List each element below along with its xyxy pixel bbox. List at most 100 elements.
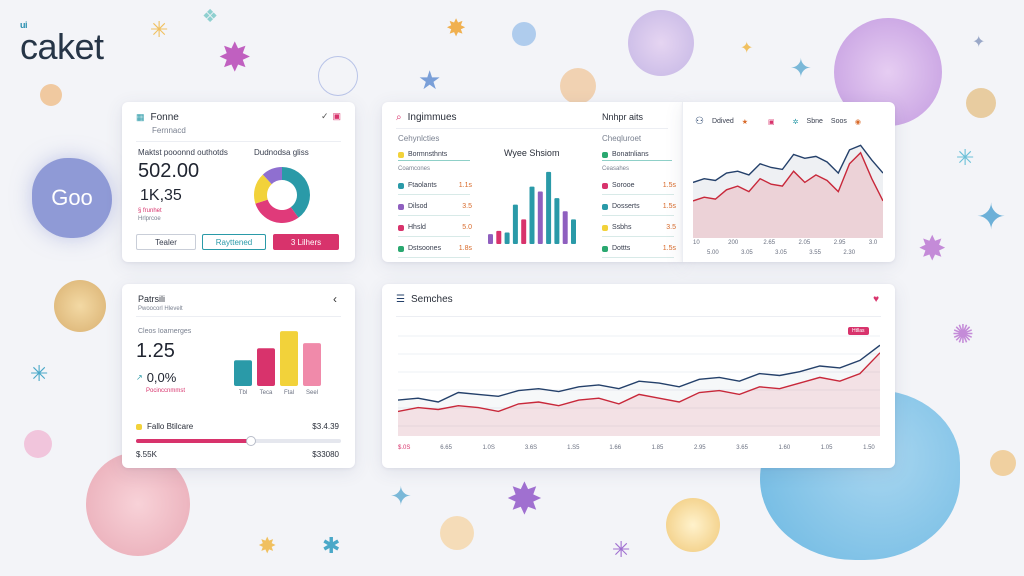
x-axis-label: 2.65 (763, 240, 776, 246)
x-axis-label: 1.S5 (567, 445, 580, 451)
patrali-note: Pocinccnmmst (146, 388, 186, 394)
grid-icon: ▦ (136, 112, 145, 122)
lilhers-button[interactable]: 3 Lilhers (273, 234, 339, 250)
left-list-row-label: Ftaolants (408, 182, 437, 189)
x-axis-label: 2.30 (843, 250, 856, 256)
bar-label: Tbl (238, 390, 248, 396)
fonne-subtitle: Fernnacd (152, 126, 186, 135)
left-list-row-label: Hhsld (408, 224, 426, 231)
area-fill-red (693, 152, 883, 238)
fonne-title: Fonne (150, 112, 179, 123)
x-axis-label: 3.05 (741, 250, 753, 256)
slider-thumb[interactable] (245, 436, 256, 446)
right-list-row-label: Dosserts (612, 203, 640, 210)
right-list-row[interactable]: Ssbhs 3.5 (602, 224, 676, 231)
donut-slice-pink (255, 199, 299, 223)
right-list-row[interactable]: Sorooe 1.5s (602, 182, 676, 189)
legend-dot (398, 182, 404, 189)
rayttened-button[interactable]: Rayttened (202, 234, 266, 250)
trend-tab-2[interactable]: Sbne (806, 118, 823, 125)
list-sub-left: Coamcones (398, 166, 431, 172)
back-chevron-icon[interactable]: ‹ (333, 292, 337, 306)
services-card: ☰ Semches ♥ Htllas $.0S 6.65 1.0S 3.6S 1.S5 1… (382, 284, 895, 468)
left-list-row-value: 5.0 (462, 224, 472, 231)
people-icon[interactable]: ⚇ (695, 116, 704, 127)
x-axis-label: 1.66 (609, 445, 622, 451)
x-axis-label: 200 (728, 240, 739, 246)
heart-icon[interactable]: ♥ (873, 294, 879, 305)
refresh-icon[interactable]: ◉ (854, 118, 861, 126)
bar-chart-title: Wyee Shsiom (504, 148, 560, 158)
decor-star-icon: ❖ (202, 6, 219, 27)
decor-star-icon: ✸ (258, 534, 277, 559)
x-axis-label: 1.60 (778, 445, 791, 451)
patrali-bar-chart (234, 331, 321, 386)
services-badge: Htllas (848, 327, 869, 335)
legend-dot (602, 182, 608, 189)
insights-bar (537, 191, 543, 244)
slider-label: Fallo Btilcare (147, 422, 194, 431)
legend-dot (398, 224, 404, 231)
decor-star-icon: ✺ (952, 320, 974, 350)
left-list-row[interactable]: Dstsoones 1.8s (398, 245, 472, 252)
menu-icon[interactable]: ☰ (396, 294, 405, 305)
right-list-row-label: Ssbhs (612, 224, 632, 231)
budget-slider[interactable] (136, 436, 341, 446)
right-list-row[interactable]: Dottts 1.5s (602, 245, 676, 252)
right-list-row-value: 1.5s (662, 245, 676, 252)
patrali-subtitle: Pwoocorl Hlevelt (138, 306, 183, 312)
chat-icon[interactable]: ▣ (768, 118, 775, 126)
insights-bar (488, 234, 493, 244)
decor-star-icon: ✦ (790, 54, 812, 84)
decor-star-icon: ✳ (150, 18, 169, 43)
insights-bar (562, 211, 568, 244)
search-icon[interactable]: ⌕ (396, 112, 402, 123)
left-list-row-value: 1.8s (458, 245, 472, 252)
trend-tab-3[interactable]: Soos (830, 118, 847, 125)
gear-icon[interactable]: ✲ (792, 118, 799, 126)
insights-right-title: Nnhpr aits (602, 112, 644, 122)
left-list-row[interactable]: Hhsld 5.0 (398, 224, 472, 231)
trend-icon: ↗ (136, 373, 143, 382)
x-axis-label: 1.50 (863, 445, 875, 451)
x-axis-label: 2.95 (693, 445, 706, 451)
left-list-row[interactable]: Ftaolants 1.1s (398, 182, 472, 189)
insights-bar-chart (488, 171, 576, 244)
bar-label: Seel (305, 390, 318, 396)
series-line-navy (693, 144, 883, 184)
slider-fill (136, 439, 251, 443)
trend-tab-1[interactable]: Ddived (711, 118, 734, 125)
decor-dot (512, 22, 536, 46)
star-icon[interactable]: ★ (741, 118, 749, 126)
insights-subtitle: Cehynlcties (398, 134, 440, 143)
insights-bar (571, 219, 576, 244)
slider-max-value: $33080 (312, 450, 339, 459)
right-list-row-label: Sorooe (612, 182, 635, 189)
x-axis-label: $.0S (398, 445, 411, 451)
patrali-value-main: 1.25 (136, 340, 175, 362)
check-icon[interactable]: ✓ (320, 111, 329, 121)
left-list-row-value: 1.1s (458, 182, 472, 189)
decor-star-icon: ✦ (972, 32, 986, 51)
patrali-label: Cleos Ioarnerges (138, 328, 192, 335)
legend-dot (602, 203, 608, 210)
window-icon[interactable]: ▣ (332, 111, 341, 121)
services-area-chart (398, 335, 880, 436)
series-line-navy (398, 344, 880, 403)
right-list-row[interactable]: Dosserts 1.5s (602, 203, 676, 210)
decor-coin (40, 84, 62, 106)
series-line-red (398, 352, 880, 413)
fonne-label-left: Maktst pooonnd outhotds (138, 148, 228, 157)
left-list-row[interactable]: Dilsod 3.5 (398, 203, 472, 210)
decor-star-icon: ✦ (390, 482, 412, 512)
right-list-row-label: Dottts (612, 245, 631, 252)
bar-label: Ftal (283, 390, 294, 396)
goo-blob: Goo (32, 158, 112, 238)
insights-bar (521, 219, 527, 244)
x-axis-label: 1.0S (482, 445, 495, 451)
decor-star-icon: ✦ (976, 197, 1007, 238)
tealer-button[interactable]: Tealer (136, 234, 196, 250)
app-logo[interactable]: ui caket (20, 20, 104, 68)
logo-badge: ui (20, 20, 28, 30)
